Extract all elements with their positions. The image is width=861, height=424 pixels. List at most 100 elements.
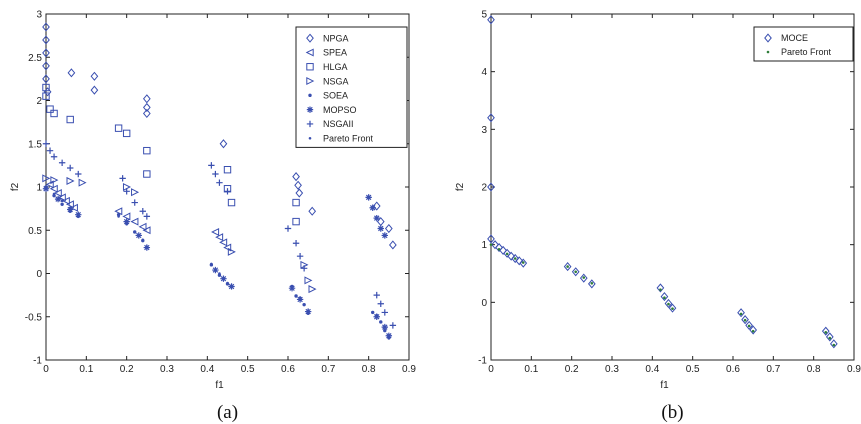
series-pareto-front xyxy=(44,185,391,340)
data-point xyxy=(42,174,51,183)
data-point xyxy=(383,325,387,329)
data-point xyxy=(66,115,74,124)
data-point xyxy=(832,343,836,347)
data-point xyxy=(52,192,56,196)
data-point xyxy=(574,270,577,274)
data-point xyxy=(131,199,138,206)
data-point xyxy=(142,94,151,104)
data-point xyxy=(142,102,151,112)
data-point xyxy=(50,153,58,160)
data-point xyxy=(292,217,300,226)
x-tick-label: 0.9 xyxy=(402,364,416,375)
x-tick-label: 0 xyxy=(488,364,494,375)
x-tick-label: 0 xyxy=(43,364,49,375)
data-point xyxy=(487,113,495,123)
data-point xyxy=(743,318,747,322)
legend-label: SOEA xyxy=(323,91,348,101)
data-point xyxy=(50,176,59,185)
y-tick-label: -0.5 xyxy=(25,312,43,323)
data-point xyxy=(122,129,131,138)
chart-panel-a: 0 0.1 0.2 0.3 0.4 0.5 0.6 0.7 0.8 0.9 -1 -0.5 0 0.5 1 1… xyxy=(10,10,416,424)
data-point xyxy=(296,296,304,303)
legend-marker xyxy=(306,106,314,113)
data-point xyxy=(141,238,145,242)
data-point xyxy=(42,35,50,45)
data-point xyxy=(42,48,50,58)
data-point xyxy=(46,105,54,113)
data-point xyxy=(298,296,302,300)
legend-marker xyxy=(308,136,312,140)
legend-label: MOCE xyxy=(781,33,808,43)
data-point xyxy=(507,251,516,261)
data-point xyxy=(288,285,296,292)
data-point xyxy=(381,309,388,316)
data-point xyxy=(57,193,66,202)
data-point xyxy=(739,312,743,316)
data-point xyxy=(67,68,76,78)
data-point xyxy=(511,253,520,264)
data-point xyxy=(491,240,499,250)
data-point xyxy=(566,265,569,268)
legend: NPGA SPEA HLGA NSGA SOEA MOPSO NSGAII Pareto Fr… xyxy=(295,26,408,148)
data-point xyxy=(381,232,388,239)
data-point xyxy=(54,195,62,203)
data-point xyxy=(117,215,120,218)
data-point xyxy=(220,275,227,282)
y-tick-label: 1.5 xyxy=(28,139,42,150)
series-nsgaii xyxy=(42,140,397,329)
y-tick-label: 4 xyxy=(481,67,487,78)
data-point xyxy=(67,164,74,172)
data-point xyxy=(212,266,219,274)
data-point xyxy=(65,200,74,209)
y-tick-label: 5 xyxy=(481,10,487,21)
x-tick-label: 0.3 xyxy=(605,364,619,375)
data-point xyxy=(218,272,221,275)
data-point xyxy=(60,199,64,203)
series-spea xyxy=(45,180,232,252)
data-point xyxy=(373,214,380,222)
x-tick-label: 0.8 xyxy=(362,364,376,375)
y-tick-label: 3 xyxy=(36,10,42,21)
legend-marker xyxy=(306,77,315,86)
data-point xyxy=(745,320,753,330)
data-point xyxy=(123,218,130,225)
data-point xyxy=(139,208,146,215)
data-point xyxy=(389,322,397,329)
x-axis-label: f1 xyxy=(215,380,224,391)
panel-caption: (b) xyxy=(661,402,683,423)
data-point xyxy=(133,230,137,234)
data-point xyxy=(667,302,670,306)
legend-marker xyxy=(306,33,314,43)
data-point xyxy=(821,326,830,336)
data-point xyxy=(495,242,503,253)
data-point xyxy=(46,147,54,154)
data-point xyxy=(659,288,662,291)
data-point xyxy=(306,309,310,312)
data-point xyxy=(216,179,223,186)
data-point xyxy=(68,206,72,210)
data-point xyxy=(489,243,493,246)
data-point xyxy=(42,83,50,92)
data-point xyxy=(76,212,80,216)
data-point xyxy=(292,172,300,182)
data-point xyxy=(53,189,62,198)
legend-label: SPEA xyxy=(323,48,347,58)
data-point xyxy=(114,207,123,216)
legend-marker xyxy=(306,120,314,128)
y-axis-label: f2 xyxy=(455,182,466,191)
legend-label: NSGAII xyxy=(323,119,354,129)
data-point xyxy=(497,247,501,251)
data-point xyxy=(519,258,528,268)
data-point xyxy=(384,223,393,234)
x-tick-label: 0.4 xyxy=(200,364,214,375)
y-axis-label: f2 xyxy=(10,182,21,191)
data-point xyxy=(135,232,142,239)
data-point xyxy=(369,204,376,211)
data-point xyxy=(389,240,397,250)
data-point xyxy=(663,296,666,300)
data-point xyxy=(61,196,70,205)
panel-caption: (a) xyxy=(217,402,238,423)
legend-marker xyxy=(766,50,770,54)
data-point xyxy=(521,261,525,264)
